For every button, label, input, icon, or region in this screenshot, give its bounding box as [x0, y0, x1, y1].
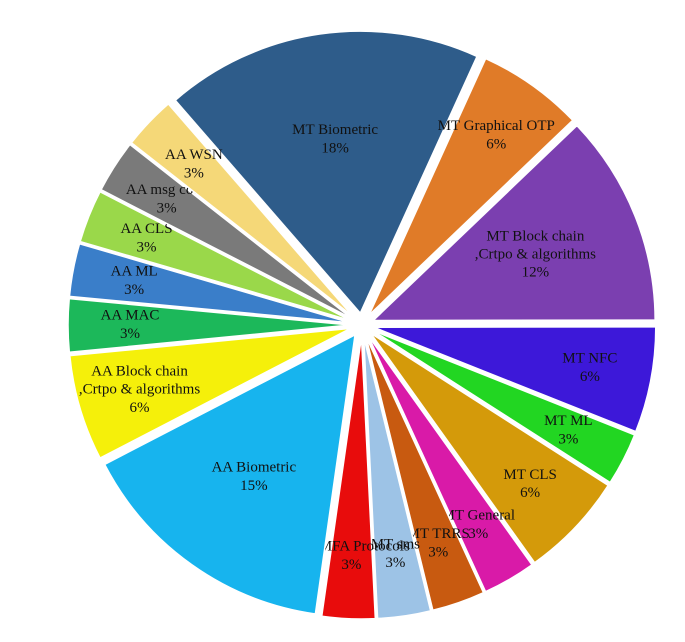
pie-slice — [103, 333, 357, 615]
pie-slice — [320, 336, 377, 620]
slice-value-label: 3% — [428, 545, 448, 561]
slice-value-label: 18% — [321, 141, 349, 157]
slice-value-label: 6% — [580, 369, 600, 385]
slice-value-label: 15% — [240, 478, 268, 494]
slice-value-label: 3% — [120, 326, 140, 342]
slice-label: MT General — [442, 508, 515, 524]
slice-label: AA Block chain ,Crtpo & algorithms — [79, 364, 200, 398]
pie-slice — [371, 124, 656, 322]
pie-slice — [368, 57, 574, 316]
slice-label: AA ML — [111, 264, 158, 280]
slice-value-label: 6% — [520, 485, 540, 501]
slice-label: MT Graphical OTP — [438, 118, 555, 134]
pie-slice — [174, 30, 479, 315]
pie-slice — [100, 143, 353, 320]
pie-slice — [370, 332, 610, 564]
slice-label: MT ML — [544, 413, 592, 429]
pie-slice — [68, 327, 351, 460]
slice-label: MT NFC — [562, 351, 617, 367]
pie-slice — [362, 336, 432, 620]
slice-label: MT Block chain ,Crtpo & algorithms — [475, 229, 596, 263]
pie-slice — [68, 242, 351, 324]
pie-slice — [130, 102, 354, 318]
pie-slice — [372, 329, 636, 484]
slice-label: AA MAC — [101, 308, 160, 324]
slice-label: AA CLS — [120, 222, 172, 238]
slice-value-label: 3% — [385, 555, 405, 571]
pie-slice — [365, 336, 485, 612]
slice-label: MT sms — [371, 537, 420, 553]
slice-value-label: 3% — [124, 282, 144, 298]
slice-label: AA Biometric — [212, 460, 297, 476]
pie-slice — [367, 334, 534, 593]
slice-value-label: 6% — [486, 136, 506, 152]
slice-label: MT TRRS — [407, 527, 470, 543]
slice-value-label: 3% — [468, 526, 488, 542]
slice-value-label: 3% — [341, 557, 361, 573]
pie-slice — [373, 326, 657, 433]
slice-value-label: 12% — [522, 265, 550, 281]
slice-value-label: 3% — [184, 166, 204, 182]
slice-value-label: 3% — [157, 200, 177, 216]
slice-label: AA WSN — [165, 148, 223, 164]
slice-value-label: 3% — [558, 431, 578, 447]
slice-label: MT CLS — [503, 467, 557, 483]
pie-slice — [67, 297, 351, 354]
pie-slice — [79, 190, 352, 322]
slice-label: MT Biometric — [292, 123, 378, 139]
slice-value-label: 6% — [130, 400, 150, 416]
slice-value-label: 3% — [137, 240, 157, 256]
